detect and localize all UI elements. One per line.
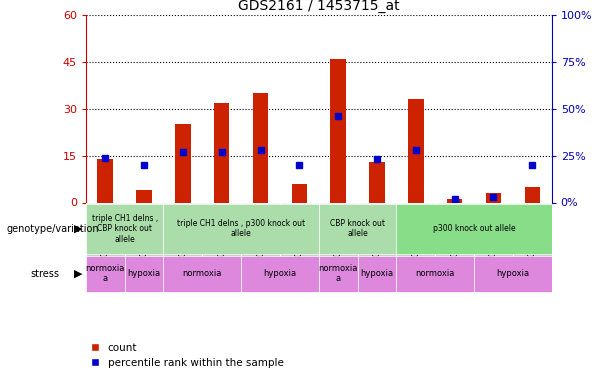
Bar: [357, 256, 397, 292]
Text: GSM67334: GSM67334: [373, 208, 381, 257]
Bar: [241, 202, 280, 270]
Text: GSM67328: GSM67328: [333, 208, 343, 257]
Text: hypoxia: hypoxia: [497, 269, 530, 278]
Text: p300 knock out allele: p300 knock out allele: [433, 224, 516, 233]
Bar: [319, 204, 397, 254]
Bar: [447, 200, 462, 202]
Bar: [435, 202, 474, 270]
Bar: [280, 202, 319, 270]
Bar: [164, 202, 202, 270]
Title: GDS2161 / 1453715_at: GDS2161 / 1453715_at: [238, 0, 400, 13]
Bar: [397, 202, 435, 270]
Bar: [408, 99, 424, 202]
Text: ▶: ▶: [74, 224, 83, 234]
Bar: [330, 59, 346, 202]
Text: genotype/variation: genotype/variation: [6, 224, 99, 234]
Bar: [164, 204, 319, 254]
Text: triple CH1 delns ,
CBP knock out
allele: triple CH1 delns , CBP knock out allele: [91, 214, 158, 244]
Text: ▶: ▶: [74, 269, 83, 279]
Bar: [319, 256, 357, 292]
Text: stress: stress: [31, 269, 59, 279]
Bar: [319, 202, 357, 270]
Bar: [369, 162, 385, 202]
Bar: [164, 256, 241, 292]
Bar: [474, 202, 513, 270]
Text: GSM67331: GSM67331: [217, 208, 226, 257]
Bar: [485, 193, 501, 202]
Bar: [397, 256, 474, 292]
Bar: [292, 184, 307, 203]
Bar: [124, 256, 164, 292]
Bar: [136, 190, 152, 202]
Text: CBP knock out
allele: CBP knock out allele: [330, 219, 385, 239]
Text: normoxia
a: normoxia a: [319, 264, 358, 284]
Bar: [253, 93, 268, 202]
Bar: [397, 204, 552, 254]
Bar: [86, 204, 164, 254]
Bar: [513, 202, 552, 270]
Bar: [124, 202, 164, 270]
Bar: [97, 159, 113, 203]
Text: hypoxia: hypoxia: [128, 269, 161, 278]
Text: hypoxia: hypoxia: [264, 269, 297, 278]
Text: GSM67327: GSM67327: [178, 208, 188, 257]
Text: GSM67336: GSM67336: [528, 208, 537, 257]
Text: normoxia: normoxia: [183, 269, 222, 278]
Text: normoxia
a: normoxia a: [86, 264, 125, 284]
Legend: count, percentile rank within the sample: count, percentile rank within the sample: [91, 343, 284, 368]
Bar: [175, 124, 191, 202]
Text: GSM67335: GSM67335: [140, 208, 148, 257]
Bar: [525, 187, 540, 202]
Text: GSM67329: GSM67329: [101, 208, 110, 257]
Bar: [86, 202, 124, 270]
Bar: [241, 256, 319, 292]
Bar: [202, 202, 241, 270]
Bar: [214, 102, 229, 202]
Bar: [86, 256, 124, 292]
Bar: [474, 256, 552, 292]
Text: GSM67332: GSM67332: [489, 208, 498, 257]
Text: hypoxia: hypoxia: [360, 269, 394, 278]
Text: normoxia: normoxia: [416, 269, 455, 278]
Bar: [357, 202, 397, 270]
Text: GSM67337: GSM67337: [295, 208, 304, 257]
Text: triple CH1 delns , p300 knock out
allele: triple CH1 delns , p300 knock out allele: [177, 219, 305, 239]
Text: GSM67330: GSM67330: [450, 208, 459, 257]
Text: GSM67333: GSM67333: [256, 208, 265, 257]
Text: GSM67326: GSM67326: [411, 208, 421, 257]
